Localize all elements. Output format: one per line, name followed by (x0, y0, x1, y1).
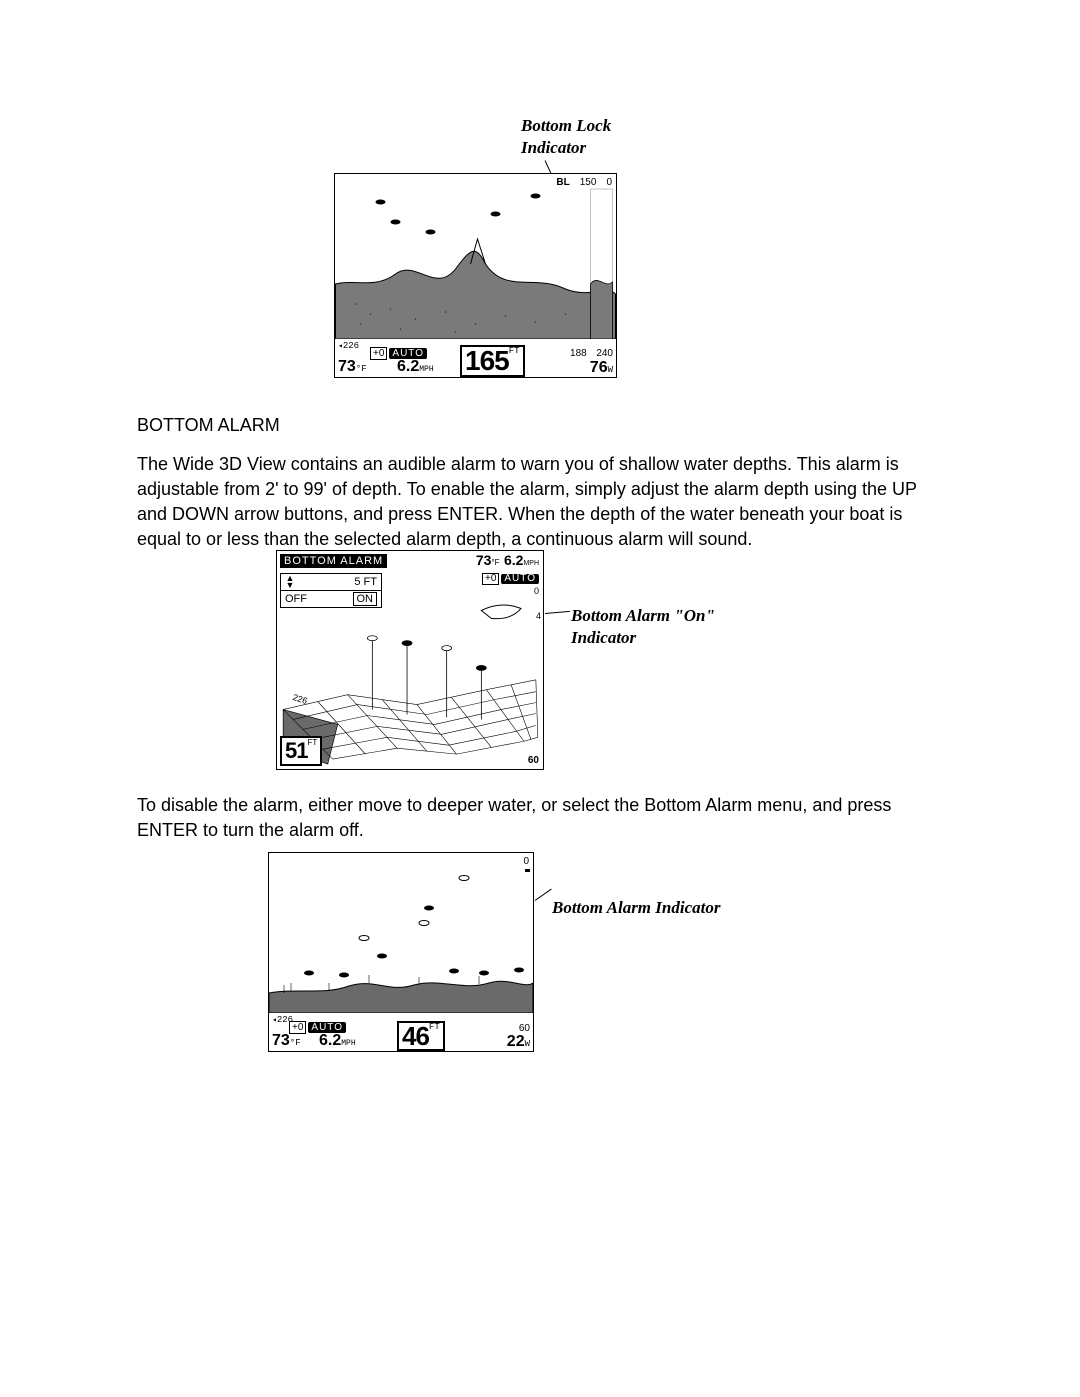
fig1-rb: 76 (590, 359, 608, 376)
callout-bottom-alarm-indicator: Bottom Alarm Indicator (552, 897, 720, 919)
fig1-rbu: W (608, 365, 613, 375)
figure-bottom-alarm-2d: 0 (268, 852, 534, 1052)
fig1-sonar-chart (335, 174, 616, 339)
manual-page: Bottom Lock Indicator BL 150 0 (0, 0, 1080, 1397)
fig1-depth-unit: FT (509, 346, 520, 356)
fig1-temp-unit: °F (356, 364, 367, 374)
paragraph-1: The Wide 3D View contains an audible ala… (137, 452, 947, 552)
fig2-range-bottom: 60 (528, 755, 539, 766)
fig1-info-strip: ◂226 +0AUTO 73°F 6.2MPH 165FT 188 240 76… (335, 341, 616, 377)
fig3-info-strip: ◂226 +0AUTO 73°F 6.2MPH 46FT 60 22W (269, 1015, 533, 1051)
fig2-depth: 51 (285, 738, 307, 763)
fig2-bearing-svg: 226 (291, 692, 308, 706)
fig1-bearing: 226 (343, 341, 359, 351)
fig1-depth: 165 (465, 345, 509, 376)
callout-bottom-alarm-on: Bottom Alarm "On" Indicator (571, 605, 715, 649)
callout-pointer-3 (535, 889, 552, 901)
callout-bottom-lock: Bottom Lock Indicator (521, 115, 611, 159)
fig1-speed-unit: MPH (419, 365, 433, 374)
fig1-rs: 188 (570, 348, 587, 359)
fig1-speed: 6.2 (397, 358, 419, 375)
fig1-rm: 240 (596, 348, 613, 359)
fig1-temp: 73 (338, 358, 356, 375)
fig2-depth-box: 51FT (280, 736, 322, 766)
paragraph-2: To disable the alarm, either move to dee… (137, 793, 947, 843)
heading-bottom-alarm: BOTTOM ALARM (137, 415, 280, 436)
figure-bottom-alarm-3d: BOTTOM ALARM 73°F 6.2MPH +0AUTO 0 4 ▲▼ 5… (276, 550, 544, 770)
fig3-depth: 46 (402, 1021, 429, 1051)
fig3-temp: 73 (272, 1032, 290, 1049)
fig3-sonar-chart (269, 853, 533, 1013)
fig3-rb: 22 (507, 1033, 525, 1050)
callout-pointer-2 (545, 611, 570, 614)
fig1-zero-badge: +0 (370, 347, 387, 360)
figure-bottom-lock: BL 150 0 (334, 173, 617, 378)
fig3-speed: 6.2 (319, 1032, 341, 1049)
